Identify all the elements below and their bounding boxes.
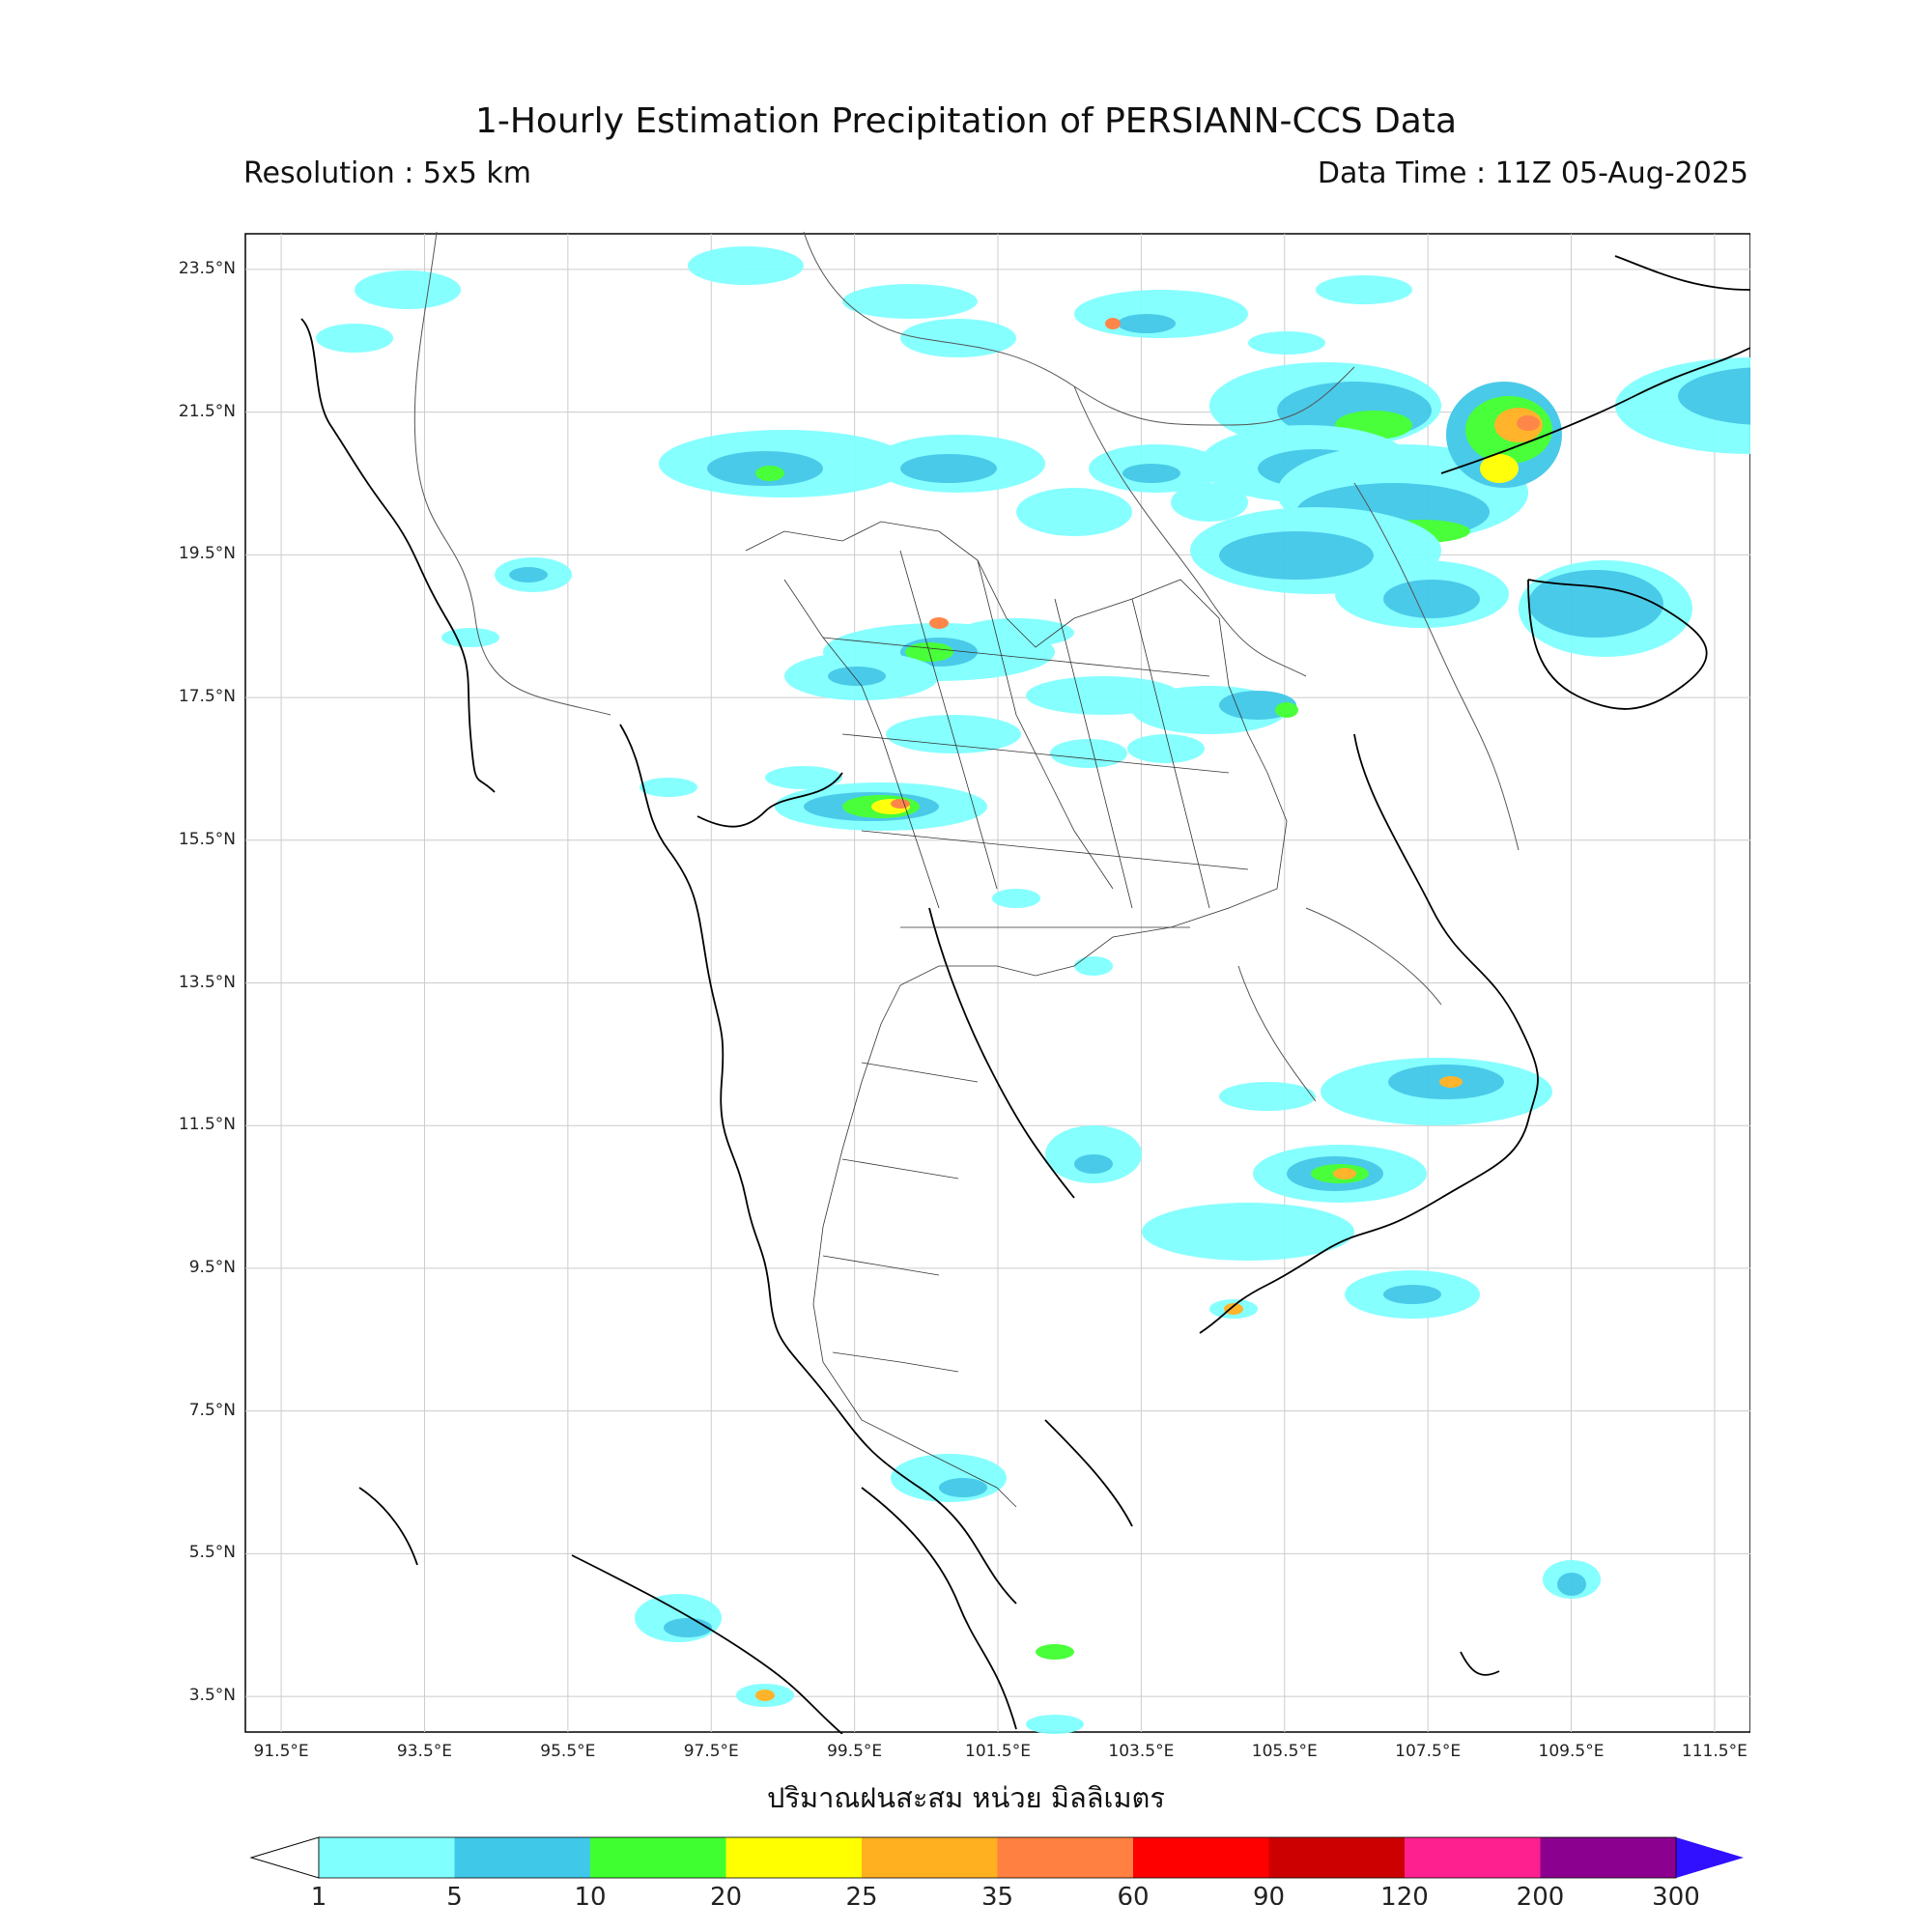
colorbar-box — [725, 1837, 863, 1878]
country-borders — [413, 232, 1520, 1102]
lat-tick-label: 17.5°N — [178, 687, 236, 707]
lat-tick-label: 3.5°N — [188, 1686, 236, 1706]
colorbar-box — [1268, 1837, 1406, 1878]
colorbar-labels: 1 5 10 20 25 35 60 90 120 200 300 — [311, 1883, 1700, 1905]
lat-tick-label: 5.5°N — [188, 1543, 236, 1563]
colorbar-boxes — [249, 1836, 1744, 1879]
colorbar-level-label: 300 — [1652, 1883, 1700, 1905]
colorbar-box — [862, 1837, 998, 1878]
colorbar-level-label: 60 — [1117, 1883, 1149, 1905]
colorbar-level-label: 1 — [311, 1883, 327, 1905]
lon-tick-label: 111.5°E — [1681, 1742, 1747, 1761]
colorbar-level-label: 200 — [1517, 1883, 1565, 1905]
lat-tick-label: 15.5°N — [178, 829, 236, 849]
lon-tick-label: 109.5°E — [1538, 1742, 1605, 1761]
lat-tick-label: 7.5°N — [188, 1400, 236, 1420]
colorbar-over-arrow — [1676, 1837, 1744, 1878]
colorbar-level-label: 5 — [446, 1883, 463, 1905]
lat-tick-label: 19.5°N — [178, 544, 236, 564]
lon-tick-label: 101.5°E — [965, 1742, 1031, 1761]
precipitation-colorbar: 1 5 10 20 25 35 60 90 120 200 300 — [249, 1836, 1744, 1905]
lon-tick-label: 105.5°E — [1251, 1742, 1318, 1761]
colorbar-box — [319, 1837, 455, 1878]
coastlines — [300, 255, 1750, 1734]
lon-tick-label: 99.5°E — [827, 1742, 883, 1761]
colorbar-level-label: 35 — [981, 1883, 1013, 1905]
colorbar-level-label: 20 — [710, 1883, 742, 1905]
colorbar-box — [590, 1837, 726, 1878]
lon-tick-label: 103.5°E — [1108, 1742, 1175, 1761]
map-xlabel: ปริมาณฝนสะสม หน่วย มิลลิเมตร — [767, 1781, 1165, 1814]
colorbar-level-label: 120 — [1380, 1883, 1429, 1905]
resolution-label: Resolution : 5x5 km — [243, 156, 531, 190]
lat-tick-label: 23.5°N — [178, 258, 236, 278]
colorbar-box — [997, 1837, 1134, 1878]
lon-tick-label: 107.5°E — [1395, 1742, 1462, 1761]
colorbar-level-label: 25 — [845, 1883, 877, 1905]
lat-tick-label: 21.5°N — [178, 401, 236, 421]
colorbar-box — [1405, 1837, 1541, 1878]
lon-tick-label: 97.5°E — [683, 1742, 739, 1761]
colorbar-outline — [318, 1836, 1677, 1879]
colorbar-box — [1540, 1837, 1677, 1878]
province-borders — [745, 521, 1288, 1508]
map-title: 1-Hourly Estimation Precipitation of PER… — [474, 101, 1458, 141]
colorbar-box — [1133, 1837, 1269, 1878]
lat-tick-label: 11.5°N — [178, 1115, 236, 1135]
lon-tick-label: 95.5°E — [540, 1742, 596, 1761]
precipitation-map — [244, 232, 1750, 1734]
colorbar-box — [454, 1837, 591, 1878]
lon-tick-label: 91.5°E — [253, 1742, 309, 1761]
colorbar-under-arrow — [249, 1836, 320, 1879]
data-time-label: Data Time : 11Z 05-Aug-2025 — [1317, 156, 1748, 190]
colorbar-level-label: 90 — [1253, 1883, 1285, 1905]
colorbar-level-label: 10 — [574, 1883, 606, 1905]
lat-tick-label: 13.5°N — [178, 972, 236, 992]
lat-tick-label: 9.5°N — [188, 1257, 236, 1277]
lon-tick-label: 93.5°E — [396, 1742, 453, 1761]
graticule — [245, 234, 1750, 1732]
